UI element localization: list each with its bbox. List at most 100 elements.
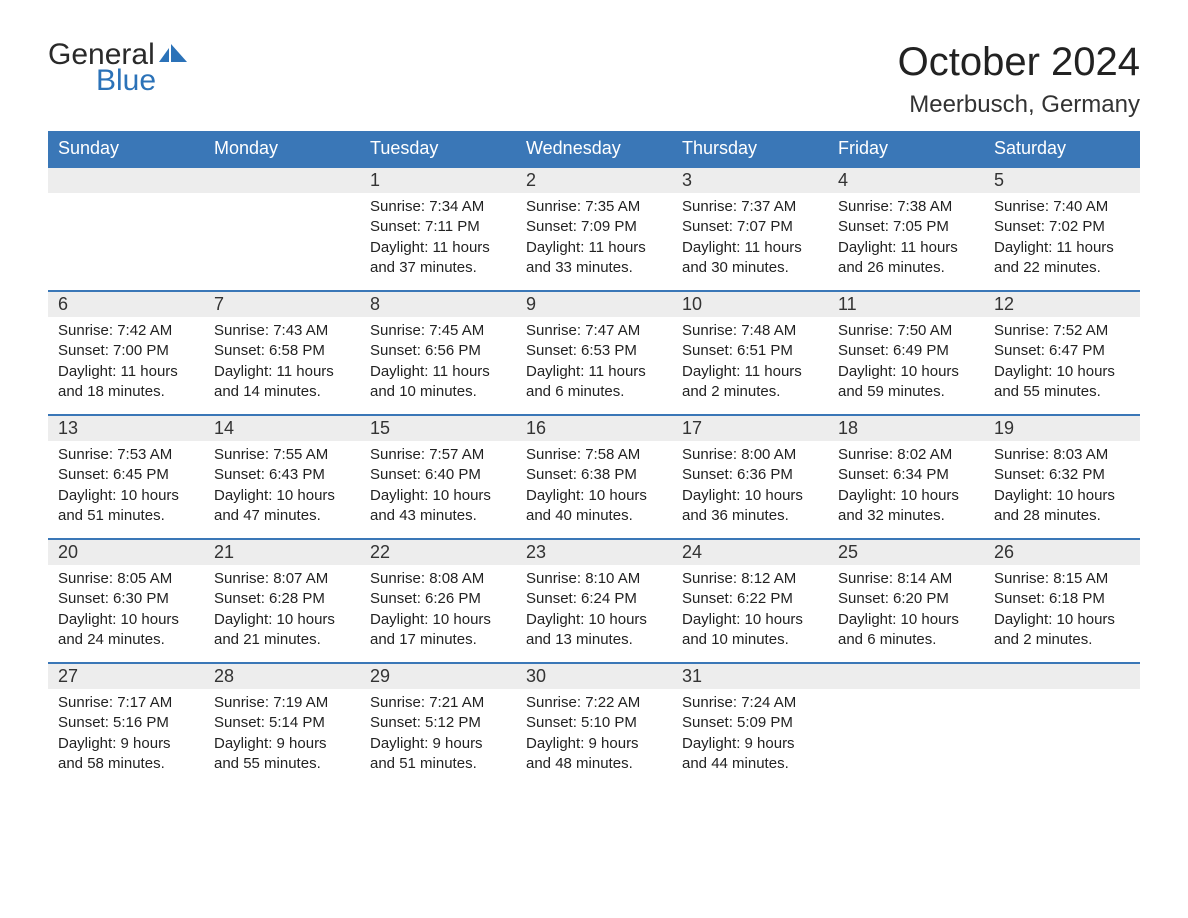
sunrise-line: Sunrise: 8:12 AM [682,569,818,589]
day-body: Sunrise: 7:42 AMSunset: 7:00 PMDaylight:… [48,317,204,410]
daylight-line2: and 43 minutes. [370,506,506,526]
day-body: Sunrise: 7:17 AMSunset: 5:16 PMDaylight:… [48,689,204,782]
sunrise-line: Sunrise: 7:50 AM [838,321,974,341]
sunrise-line: Sunrise: 7:17 AM [58,693,194,713]
sunset-line: Sunset: 6:22 PM [682,589,818,609]
sunrise-line: Sunrise: 8:05 AM [58,569,194,589]
calendar-day-cell [48,166,204,290]
day-number: 29 [360,664,516,689]
weekday-header: Tuesday [360,131,516,166]
sunrise-line: Sunrise: 8:02 AM [838,445,974,465]
day-number: 2 [516,168,672,193]
sunset-line: Sunset: 7:07 PM [682,217,818,237]
sunrise-line: Sunrise: 7:34 AM [370,197,506,217]
daylight-line2: and 47 minutes. [214,506,350,526]
sunrise-line: Sunrise: 7:21 AM [370,693,506,713]
daylight-line2: and 44 minutes. [682,754,818,774]
calendar-day-cell: 31Sunrise: 7:24 AMSunset: 5:09 PMDayligh… [672,662,828,786]
header: General Blue October 2024 Meerbusch, Ger… [48,40,1140,119]
daylight-line1: Daylight: 9 hours [526,734,662,754]
sunrise-line: Sunrise: 7:42 AM [58,321,194,341]
daylight-line1: Daylight: 10 hours [682,486,818,506]
daylight-line1: Daylight: 11 hours [214,362,350,382]
sunrise-line: Sunrise: 8:10 AM [526,569,662,589]
calendar-day-cell: 30Sunrise: 7:22 AMSunset: 5:10 PMDayligh… [516,662,672,786]
daylight-line2: and 51 minutes. [370,754,506,774]
day-number: 7 [204,292,360,317]
daylight-line1: Daylight: 11 hours [526,362,662,382]
sunset-line: Sunset: 6:47 PM [994,341,1130,361]
sunset-line: Sunset: 5:10 PM [526,713,662,733]
calendar-day-cell: 26Sunrise: 8:15 AMSunset: 6:18 PMDayligh… [984,538,1140,662]
sunrise-line: Sunrise: 8:14 AM [838,569,974,589]
day-number: 13 [48,416,204,441]
calendar-week-row: 6Sunrise: 7:42 AMSunset: 7:00 PMDaylight… [48,290,1140,414]
sunset-line: Sunset: 6:56 PM [370,341,506,361]
calendar-day-cell [204,166,360,290]
daylight-line2: and 55 minutes. [994,382,1130,402]
day-body: Sunrise: 7:52 AMSunset: 6:47 PMDaylight:… [984,317,1140,410]
sunset-line: Sunset: 7:02 PM [994,217,1130,237]
day-number: 22 [360,540,516,565]
daylight-line2: and 6 minutes. [526,382,662,402]
day-body: Sunrise: 7:57 AMSunset: 6:40 PMDaylight:… [360,441,516,534]
daylight-line1: Daylight: 10 hours [370,610,506,630]
day-number: 11 [828,292,984,317]
daylight-line1: Daylight: 10 hours [994,610,1130,630]
day-number: 28 [204,664,360,689]
daylight-line2: and 59 minutes. [838,382,974,402]
sunset-line: Sunset: 6:36 PM [682,465,818,485]
day-number [984,664,1140,689]
calendar-day-cell: 29Sunrise: 7:21 AMSunset: 5:12 PMDayligh… [360,662,516,786]
day-number: 26 [984,540,1140,565]
daylight-line1: Daylight: 10 hours [214,610,350,630]
calendar-day-cell: 23Sunrise: 8:10 AMSunset: 6:24 PMDayligh… [516,538,672,662]
day-number: 24 [672,540,828,565]
daylight-line1: Daylight: 10 hours [838,362,974,382]
sunset-line: Sunset: 6:28 PM [214,589,350,609]
day-number [204,168,360,193]
day-number [828,664,984,689]
calendar-day-cell: 2Sunrise: 7:35 AMSunset: 7:09 PMDaylight… [516,166,672,290]
daylight-line1: Daylight: 11 hours [370,238,506,258]
day-body: Sunrise: 8:03 AMSunset: 6:32 PMDaylight:… [984,441,1140,534]
day-body: Sunrise: 8:07 AMSunset: 6:28 PMDaylight:… [204,565,360,658]
calendar-day-cell: 10Sunrise: 7:48 AMSunset: 6:51 PMDayligh… [672,290,828,414]
day-body: Sunrise: 7:38 AMSunset: 7:05 PMDaylight:… [828,193,984,286]
sunset-line: Sunset: 6:45 PM [58,465,194,485]
sunrise-line: Sunrise: 7:19 AM [214,693,350,713]
day-body: Sunrise: 7:47 AMSunset: 6:53 PMDaylight:… [516,317,672,410]
calendar-day-cell: 15Sunrise: 7:57 AMSunset: 6:40 PMDayligh… [360,414,516,538]
sunset-line: Sunset: 6:53 PM [526,341,662,361]
day-body: Sunrise: 7:48 AMSunset: 6:51 PMDaylight:… [672,317,828,410]
day-body: Sunrise: 8:12 AMSunset: 6:22 PMDaylight:… [672,565,828,658]
daylight-line1: Daylight: 10 hours [370,486,506,506]
day-number: 12 [984,292,1140,317]
sunset-line: Sunset: 5:16 PM [58,713,194,733]
weekday-header: Sunday [48,131,204,166]
weekday-header-row: Sunday Monday Tuesday Wednesday Thursday… [48,131,1140,166]
calendar-day-cell: 20Sunrise: 8:05 AMSunset: 6:30 PMDayligh… [48,538,204,662]
day-body: Sunrise: 8:08 AMSunset: 6:26 PMDaylight:… [360,565,516,658]
day-number: 15 [360,416,516,441]
sunrise-line: Sunrise: 8:15 AM [994,569,1130,589]
sunset-line: Sunset: 6:58 PM [214,341,350,361]
day-number: 1 [360,168,516,193]
daylight-line1: Daylight: 10 hours [838,610,974,630]
calendar-day-cell: 12Sunrise: 7:52 AMSunset: 6:47 PMDayligh… [984,290,1140,414]
day-number: 30 [516,664,672,689]
daylight-line2: and 36 minutes. [682,506,818,526]
daylight-line2: and 40 minutes. [526,506,662,526]
logo-word2: Blue [96,66,189,96]
sunset-line: Sunset: 6:32 PM [994,465,1130,485]
sunrise-line: Sunrise: 7:58 AM [526,445,662,465]
daylight-line1: Daylight: 10 hours [526,486,662,506]
day-number: 21 [204,540,360,565]
calendar-day-cell: 3Sunrise: 7:37 AMSunset: 7:07 PMDaylight… [672,166,828,290]
logo: General Blue [48,40,189,96]
daylight-line1: Daylight: 11 hours [682,362,818,382]
day-number: 31 [672,664,828,689]
daylight-line2: and 22 minutes. [994,258,1130,278]
calendar-day-cell: 28Sunrise: 7:19 AMSunset: 5:14 PMDayligh… [204,662,360,786]
daylight-line2: and 28 minutes. [994,506,1130,526]
